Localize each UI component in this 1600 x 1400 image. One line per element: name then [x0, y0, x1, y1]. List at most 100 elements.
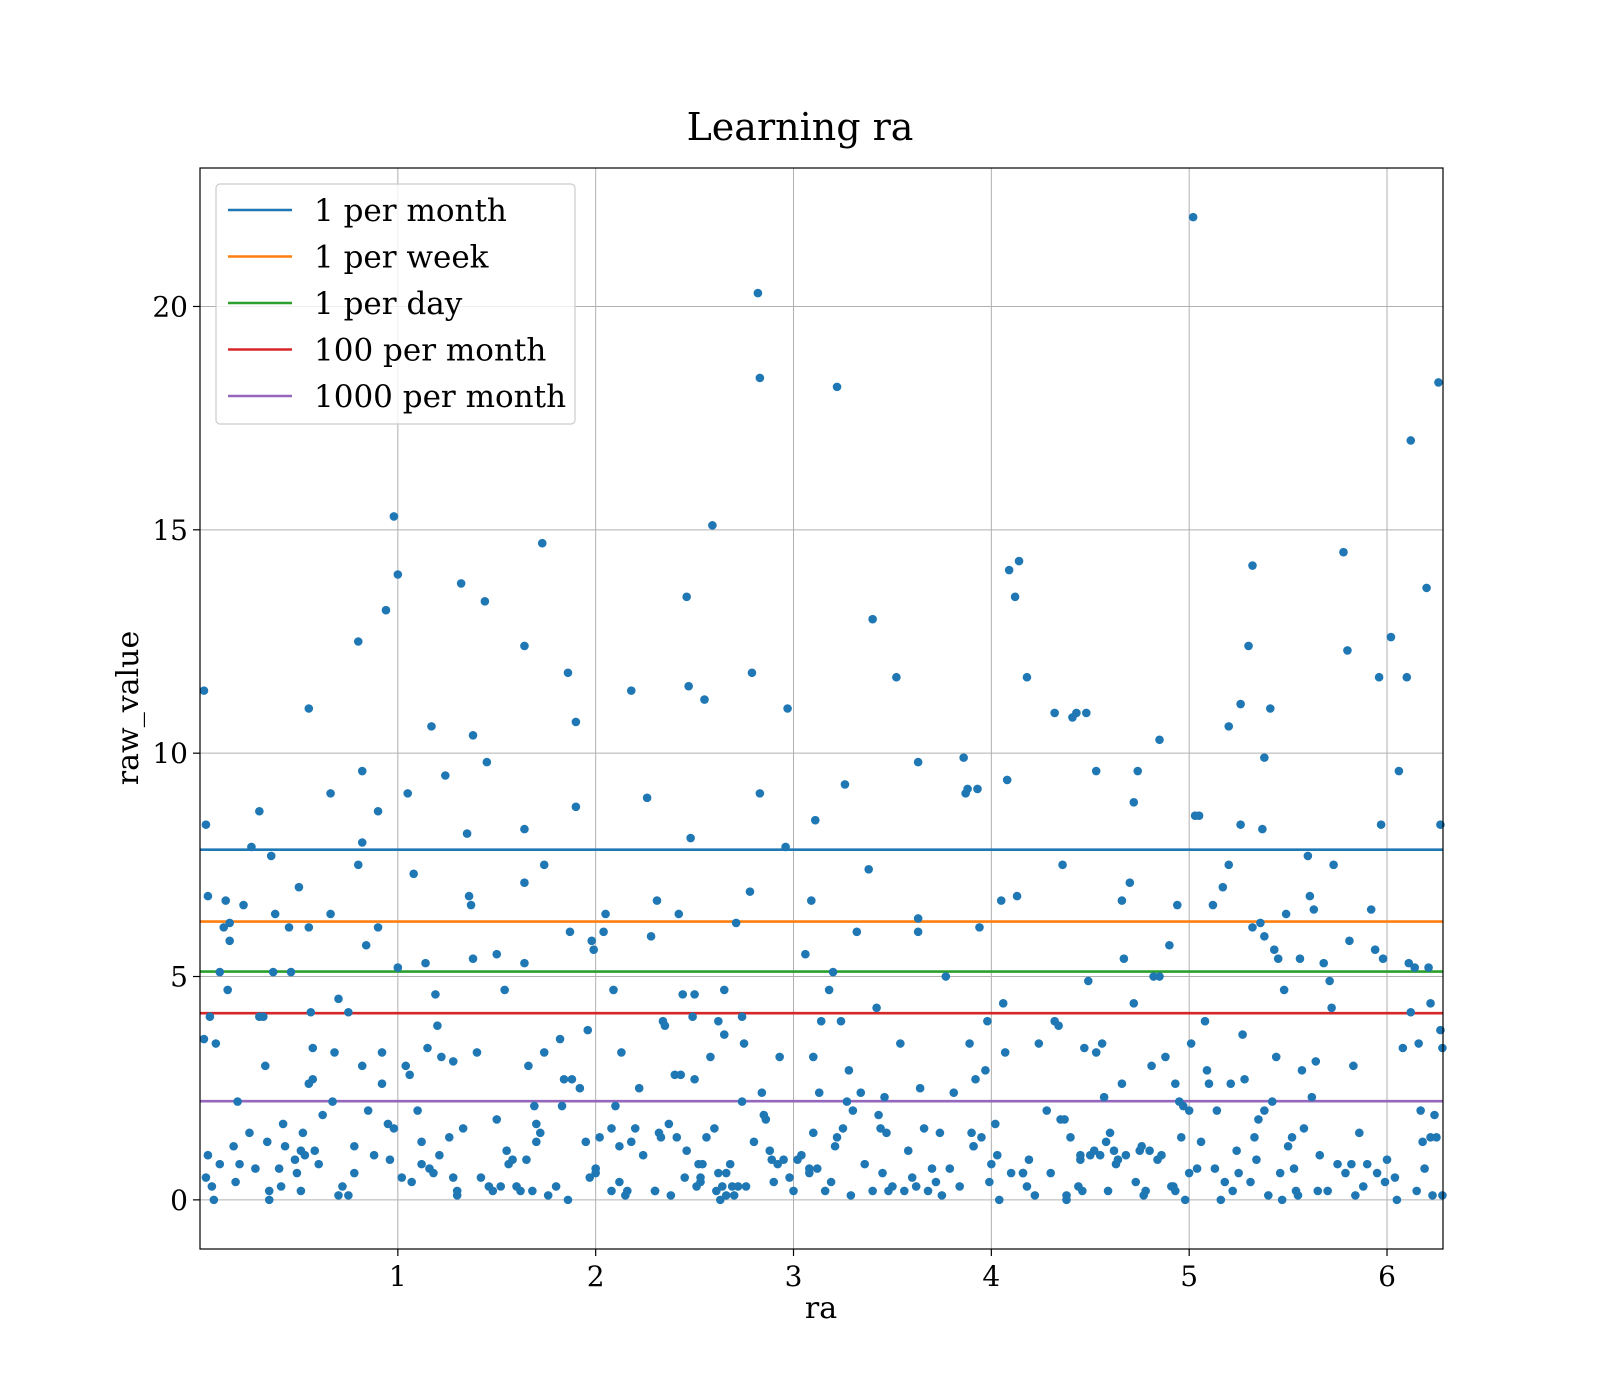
- data-point: [1129, 999, 1139, 1008]
- data-point: [1103, 1186, 1113, 1196]
- y-tick-label: 15: [152, 514, 188, 547]
- data-point: [824, 985, 834, 995]
- data-point: [977, 1133, 986, 1142]
- data-point: [520, 958, 529, 968]
- data-point: [783, 704, 792, 713]
- data-point: [468, 731, 478, 740]
- data-point: [1046, 1168, 1055, 1178]
- data-point: [334, 1191, 343, 1200]
- data-point: [945, 1164, 955, 1173]
- data-point: [1076, 1150, 1085, 1160]
- data-point: [373, 806, 383, 816]
- data-point: [262, 1137, 272, 1147]
- data-point: [1260, 1106, 1269, 1115]
- data-point: [314, 1159, 324, 1169]
- data-point: [832, 382, 842, 392]
- data-point: [199, 686, 209, 695]
- data-point: [676, 1070, 686, 1080]
- data-point: [690, 1074, 699, 1084]
- data-point: [563, 1195, 573, 1205]
- data-point: [638, 1150, 648, 1160]
- data-point: [555, 1034, 565, 1044]
- data-point: [852, 927, 862, 937]
- data-point: [1149, 972, 1158, 981]
- data-point: [607, 1186, 616, 1196]
- data-point: [755, 373, 765, 383]
- data-point: [444, 1133, 454, 1142]
- data-point: [876, 1124, 885, 1133]
- data-point: [468, 954, 478, 963]
- data-point: [753, 288, 763, 298]
- data-point: [344, 1191, 353, 1200]
- data-point: [571, 802, 581, 812]
- data-point: [1305, 891, 1315, 901]
- data-point: [737, 1097, 747, 1106]
- data-point: [1402, 672, 1412, 682]
- data-point: [330, 1048, 339, 1057]
- data-point: [1424, 963, 1433, 972]
- data-point: [1030, 1191, 1040, 1200]
- data-point: [587, 936, 597, 946]
- data-point: [1319, 958, 1329, 968]
- data-point: [1303, 851, 1313, 861]
- data-point: [565, 927, 575, 937]
- data-point: [255, 806, 264, 816]
- data-point: [617, 1048, 626, 1057]
- data-point: [229, 1141, 238, 1151]
- data-point: [292, 1168, 302, 1178]
- data-point: [1186, 1039, 1196, 1048]
- data-point: [225, 918, 234, 928]
- data-point: [733, 1182, 743, 1191]
- data-point: [1010, 592, 1020, 602]
- data-point: [975, 923, 984, 932]
- data-point: [539, 860, 549, 870]
- data-point: [1309, 905, 1319, 914]
- data-point: [969, 1141, 978, 1151]
- data-point: [405, 1070, 415, 1080]
- data-point: [801, 949, 810, 959]
- data-point: [611, 1101, 620, 1111]
- data-point: [1248, 923, 1257, 932]
- data-point: [1012, 891, 1022, 901]
- data-point: [607, 1124, 616, 1133]
- data-point: [1080, 1043, 1089, 1053]
- data-point: [1248, 561, 1257, 570]
- data-point: [814, 1088, 824, 1097]
- data-point: [820, 1186, 830, 1196]
- data-point: [765, 1146, 775, 1156]
- data-point: [1216, 1195, 1226, 1205]
- data-point: [274, 1164, 284, 1173]
- data-point: [413, 1106, 422, 1115]
- data-point: [1406, 1007, 1416, 1017]
- data-point: [431, 990, 440, 999]
- data-point: [357, 1061, 367, 1071]
- data-point: [757, 1088, 767, 1097]
- x-tick-label: 2: [587, 1260, 605, 1293]
- data-point: [775, 1052, 784, 1062]
- data-point: [1386, 632, 1396, 642]
- data-point: [808, 1052, 818, 1062]
- data-point: [1113, 1155, 1123, 1164]
- data-point: [1434, 378, 1443, 387]
- y-tick-label: 10: [152, 737, 188, 770]
- data-point: [749, 1137, 759, 1147]
- data-point: [377, 1048, 387, 1057]
- data-point: [959, 753, 968, 762]
- data-point: [233, 1097, 242, 1106]
- data-point: [1196, 1137, 1206, 1147]
- data-point: [706, 1052, 715, 1062]
- data-point: [423, 1043, 432, 1053]
- data-point: [992, 1150, 1002, 1160]
- data-point: [219, 923, 229, 932]
- data-point: [350, 1168, 359, 1178]
- data-point: [264, 1195, 274, 1205]
- data-point: [1157, 1150, 1166, 1160]
- data-point: [310, 1146, 320, 1156]
- data-point: [856, 1088, 866, 1097]
- data-point: [361, 940, 371, 950]
- data-point: [678, 990, 688, 999]
- data-point: [268, 967, 278, 977]
- data-point: [338, 1182, 347, 1191]
- data-point: [1129, 798, 1139, 807]
